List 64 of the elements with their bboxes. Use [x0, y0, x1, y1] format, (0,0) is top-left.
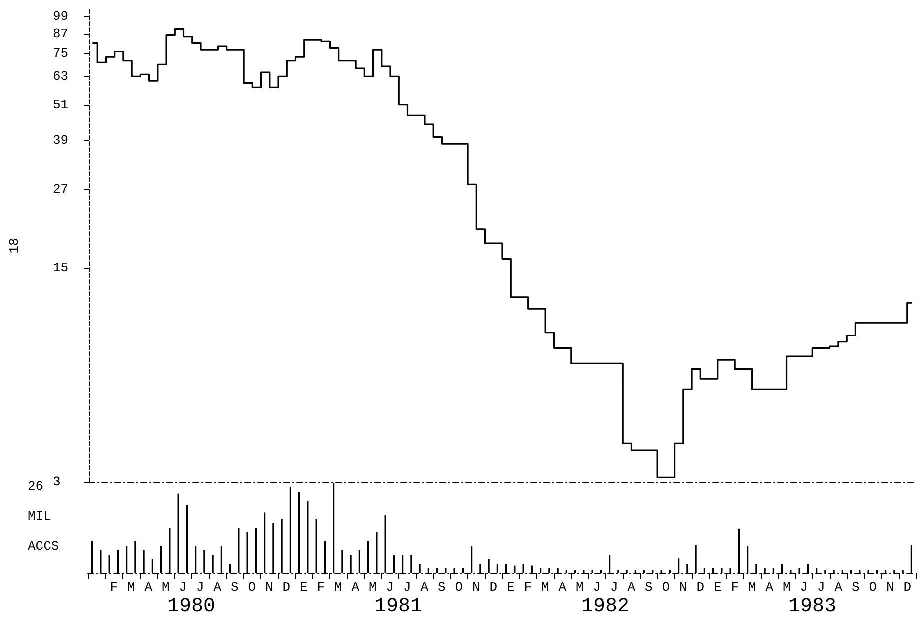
x-tick-label: M [783, 580, 791, 595]
x-tick-label: D [904, 580, 912, 595]
text: 1980 [167, 596, 216, 618]
x-tick-label: O [455, 580, 464, 595]
y-tick-label: 75 [53, 46, 69, 62]
x-tick-label: D [696, 580, 705, 595]
y-tick-label: 15 [53, 260, 69, 276]
y-tick-label: 99 [53, 9, 69, 24]
x-tick-label: S [645, 580, 654, 595]
x-tick-label: A [558, 580, 567, 595]
x-tick-label: A [834, 580, 843, 595]
x-tick-label: M [748, 580, 756, 595]
y-tick-label: 39 [53, 133, 69, 148]
y-tick-label: 63 [53, 69, 69, 84]
text: MIL [28, 509, 52, 524]
x-tick-label: A [352, 580, 360, 595]
text: 1982 [581, 596, 630, 618]
x-tick-label: M [542, 580, 550, 595]
text: 1983 [788, 596, 837, 618]
y-tick-label: 87 [53, 26, 69, 42]
x-tick-label: M [334, 580, 342, 595]
x-tick-label: M [576, 580, 584, 595]
text: ACCS [28, 539, 60, 554]
x-tick-label: O [869, 580, 878, 595]
x-tick-label: J [386, 580, 394, 595]
x-tick-label: D [490, 580, 498, 595]
x-tick-label: F [731, 580, 740, 595]
x-tick-label: F [317, 580, 326, 595]
x-tick-label: A [766, 580, 774, 595]
x-tick-label: O [662, 580, 670, 595]
x-tick-label: O [248, 580, 256, 595]
y-tick-label: 51 [53, 97, 69, 112]
x-tick-label: A [420, 580, 429, 595]
x-tick-label: D [282, 580, 291, 595]
x-tick-label: S [438, 580, 446, 595]
y-tick-label: 3 [53, 474, 61, 490]
x-tick-label: F [110, 580, 118, 595]
x-tick-label: N [472, 580, 480, 595]
x-tick-label: E [507, 580, 516, 595]
x-tick-label: J [610, 580, 618, 595]
text: 26 [28, 479, 44, 494]
x-tick-label: J [800, 580, 808, 595]
x-tick-label: J [196, 580, 204, 595]
y-tick-label: 27 [53, 182, 69, 198]
x-tick-label: F [524, 580, 532, 595]
x-tick-label: N [266, 580, 274, 595]
x-tick-label: J [593, 580, 602, 595]
text: 1981 [374, 596, 423, 618]
x-tick-label: M [162, 580, 170, 595]
x-tick-label: M [128, 580, 136, 595]
y-axis-title: 18 [7, 238, 22, 254]
x-tick-label: E [714, 580, 722, 595]
x-tick-label: J [818, 580, 826, 595]
x-tick-label: N [886, 580, 894, 595]
x-tick-label: S [231, 580, 240, 595]
x-tick-label: J [179, 580, 188, 595]
x-tick-label: A [144, 580, 153, 595]
x-tick-label: E [300, 580, 308, 595]
x-tick-label: N [680, 580, 688, 595]
x-tick-label: J [404, 580, 412, 595]
x-tick-label: S [852, 580, 860, 595]
x-tick-label: A [214, 580, 222, 595]
x-tick-label: A [628, 580, 636, 595]
x-tick-label: M [369, 580, 377, 595]
